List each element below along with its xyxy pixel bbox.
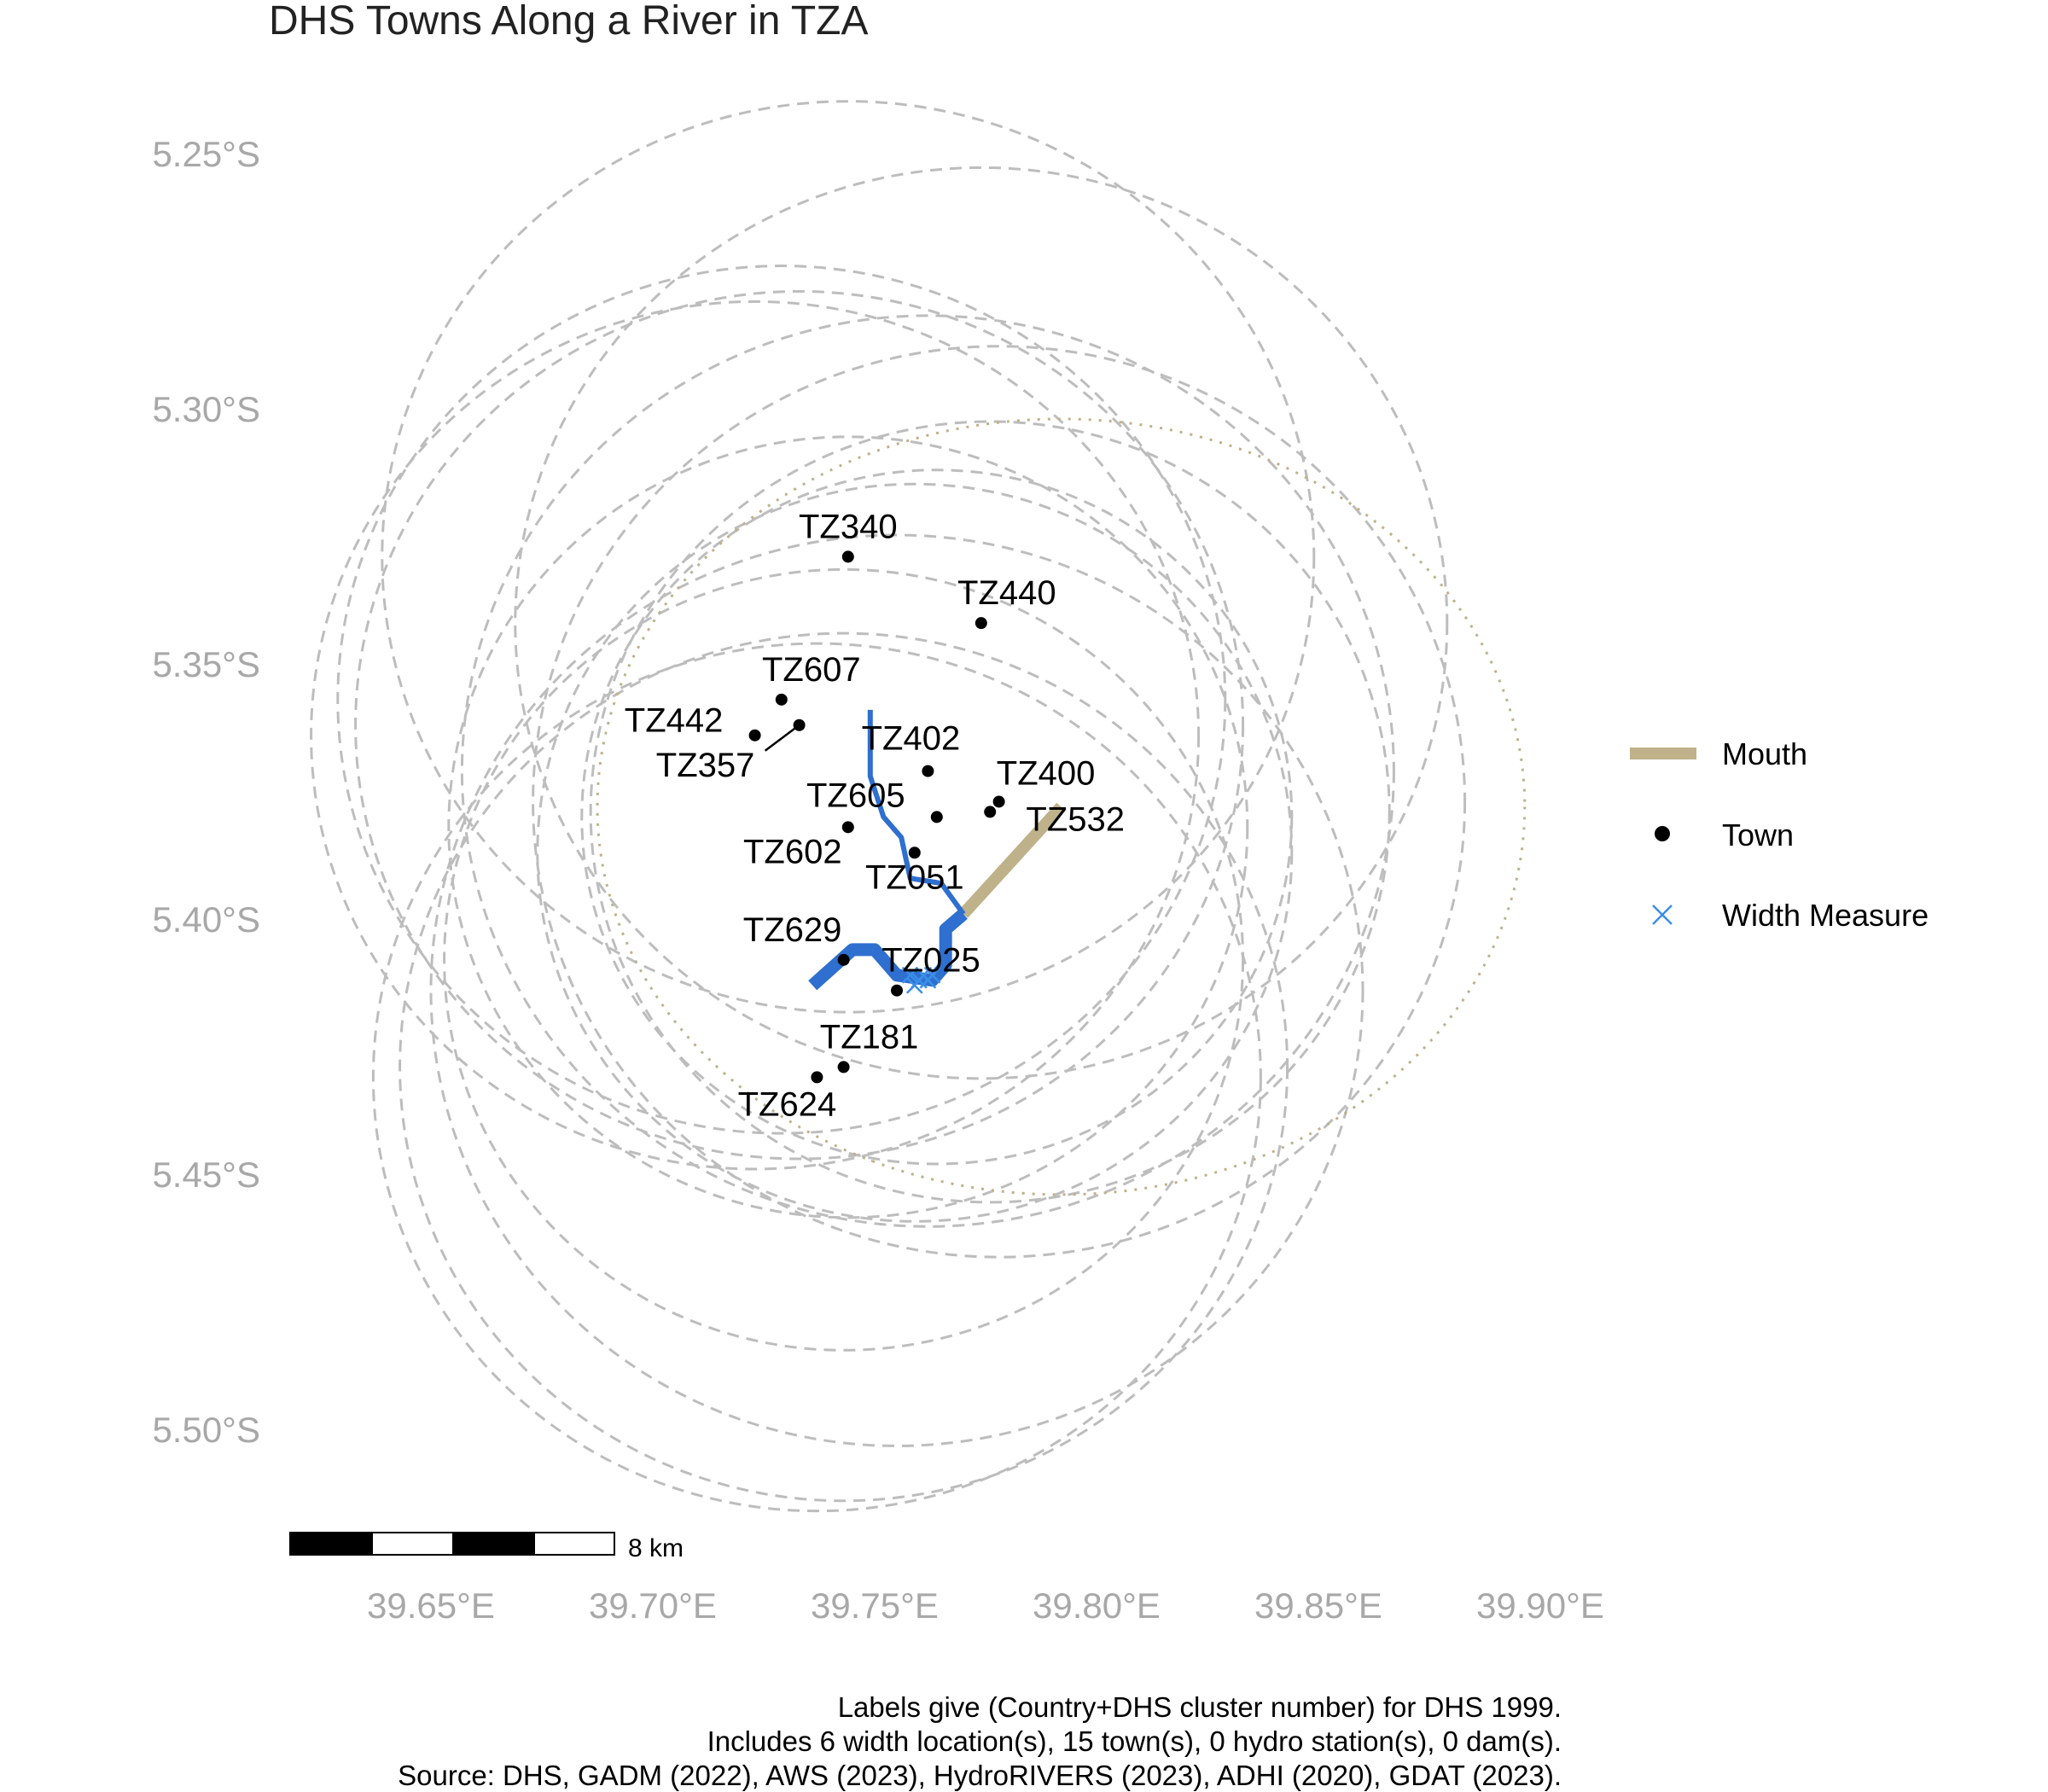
buffer-circle (514, 166, 1449, 1080)
mouth-buffer-circle (596, 417, 1527, 1196)
width-measure-marker (901, 966, 919, 984)
caption-line-1: Labels give (Country+DHS cluster number)… (838, 1691, 1562, 1723)
y-tick-label: 5.45°S (152, 1155, 260, 1195)
y-tick-label: 5.50°S (152, 1410, 260, 1450)
town-point (748, 729, 761, 742)
x-tick-label: 39.75°E (811, 1585, 939, 1626)
town-label: TZ340 (799, 508, 898, 545)
town-labels: TZ340 TZ440 TZ607 TZ442 TZ357 TZ402 TZ400 TZ605… (625, 508, 1125, 1123)
town-point (841, 550, 854, 563)
buffer-circle (460, 314, 1395, 1228)
buffer-circle (310, 300, 1201, 1171)
mouth-buffer-circle (596, 417, 1527, 1196)
town-label: TZ605 (806, 777, 905, 814)
town-point (837, 1061, 850, 1073)
town-label: TZ532 (1026, 800, 1125, 838)
town-point (891, 984, 903, 997)
legend-mouth-swatch (1630, 748, 1696, 759)
buffer-circle (354, 289, 1245, 1161)
town-point (975, 617, 987, 630)
x-tick-label: 39.80°E (1033, 1585, 1161, 1626)
y-tick-label: 5.25°S (152, 134, 260, 174)
town-label: TZ400 (997, 754, 1096, 792)
width-measure-marker (923, 966, 941, 984)
town-point (841, 821, 854, 834)
town-point (984, 806, 997, 818)
river-lower-line (808, 909, 968, 991)
caption-line-2: Includes 6 width location(s), 15 town(s)… (707, 1725, 1562, 1757)
town-point (930, 811, 943, 823)
town-label: TZ602 (743, 833, 842, 870)
x-tick-label: 39.90°E (1476, 1585, 1604, 1626)
river-upper-line (867, 709, 966, 916)
buffer-circle (336, 265, 1227, 1135)
scale-bar: 8 km (289, 1532, 684, 1562)
buffer-circle (536, 482, 1294, 1223)
town-label: TZ442 (625, 702, 724, 740)
town-label: TZ051 (865, 858, 964, 896)
buffer-circle (532, 345, 1467, 1259)
town-point (992, 795, 1005, 808)
town-label-leader (764, 724, 800, 752)
river-lines (808, 709, 1066, 991)
map-title: DHS Towns Along a River in TZA (269, 0, 869, 44)
x-tick-label: 39.85°E (1254, 1585, 1382, 1626)
buffer-circle (399, 631, 1289, 1503)
town-point (811, 1071, 823, 1084)
x-tick-label: 39.70°E (589, 1585, 717, 1626)
caption-line-3: Source: DHS, GADM (2022), AWS (2023), Hy… (398, 1760, 1562, 1791)
x-tick-label: 39.65°E (367, 1585, 495, 1626)
legend: Mouth Town Width Measure (1630, 736, 1929, 933)
town-label: TZ181 (820, 1018, 919, 1056)
buffer-circle (371, 642, 1262, 1513)
legend-town-label: Town (1722, 817, 1794, 852)
town-label: TZ440 (957, 574, 1056, 612)
buffer-circles (310, 100, 1467, 1513)
buffer-circle (580, 468, 1294, 1166)
town-label: TZ025 (881, 942, 980, 980)
buffer-circle (429, 533, 1364, 1447)
town-points (748, 550, 1005, 1084)
town-label: TZ607 (762, 651, 861, 689)
buffer-circle (447, 435, 1249, 1219)
caption: Labels give (Country+DHS cluster number)… (398, 1691, 1562, 1791)
river-mouth-line (958, 802, 1066, 918)
legend-town-swatch (1655, 826, 1670, 841)
town-point (922, 765, 934, 777)
town-point (908, 847, 921, 859)
buffer-circle (381, 100, 1316, 1014)
y-tick-label: 5.40°S (152, 899, 260, 940)
town-point (837, 953, 850, 966)
legend-width-label: Width Measure (1722, 898, 1929, 933)
y-axis-tick-labels: 5.25°S 5.30°S 5.35°S 5.40°S 5.45°S 5.50°S (152, 134, 260, 1450)
width-measure-markers (901, 966, 941, 994)
town-point (775, 693, 788, 706)
town-label: TZ624 (738, 1085, 837, 1123)
legend-width-swatch (1652, 905, 1673, 925)
town-label: TZ629 (743, 911, 842, 949)
legend-mouth-label: Mouth (1722, 736, 1807, 771)
town-label: TZ357 (656, 747, 755, 784)
scale-bar-label: 8 km (628, 1534, 684, 1562)
x-axis-tick-labels: 39.65°E 39.70°E 39.75°E 39.80°E 39.85°E 39.90… (367, 1585, 1604, 1626)
y-tick-label: 5.30°S (152, 389, 260, 429)
town-label: TZ402 (862, 720, 961, 758)
y-tick-label: 5.35°S (152, 644, 260, 684)
buffer-circle (589, 420, 1391, 1204)
